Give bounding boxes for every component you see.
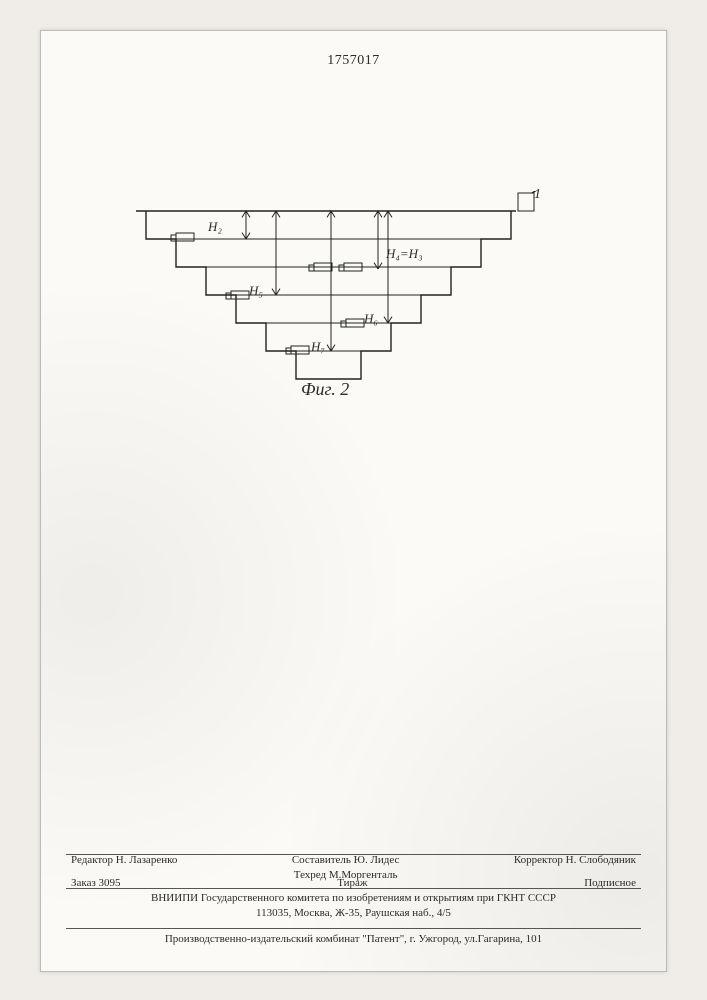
dim-label: H₅ <box>249 283 263 299</box>
dim-label: H₄=H₃ <box>386 246 423 262</box>
tirazh-label: Тираж <box>337 876 367 891</box>
org-addr: 113035, Москва, Ж-35, Раушская наб., 4/5 <box>41 906 666 921</box>
page: 1757017 1 Фиг. 2 H₂H₄=H₃H₅H₆H₇ Редактор … <box>40 30 667 972</box>
figure-caption: Фиг. 2 <box>301 379 349 400</box>
rule-3 <box>66 928 641 929</box>
imprint-order: Заказ 3095 Тираж Подписное ВНИИПИ Госуда… <box>41 876 666 921</box>
subscription-label: Подписное <box>584 876 636 891</box>
pit-cross-section-svg <box>136 191 546 411</box>
printer-line: Производственно-издательский комбинат "П… <box>41 932 666 947</box>
figure-2: 1 Фиг. 2 H₂H₄=H₃H₅H₆H₇ <box>136 191 546 431</box>
order-number: Заказ 3095 <box>71 876 121 891</box>
imprint-printer: Производственно-издательский комбинат "П… <box>41 932 666 947</box>
dim-label: H₆ <box>364 311 378 327</box>
dim-label: H₂ <box>208 219 222 235</box>
org-line: ВНИИПИ Государственного комитета по изоб… <box>41 891 666 906</box>
reference-mark-1: 1 <box>534 187 541 203</box>
compiler-credit: Составитель Ю. Лидес <box>292 854 400 866</box>
patent-number: 1757017 <box>327 53 380 69</box>
dim-label: H₇ <box>311 339 325 355</box>
scan-noise-overlay <box>41 31 666 971</box>
